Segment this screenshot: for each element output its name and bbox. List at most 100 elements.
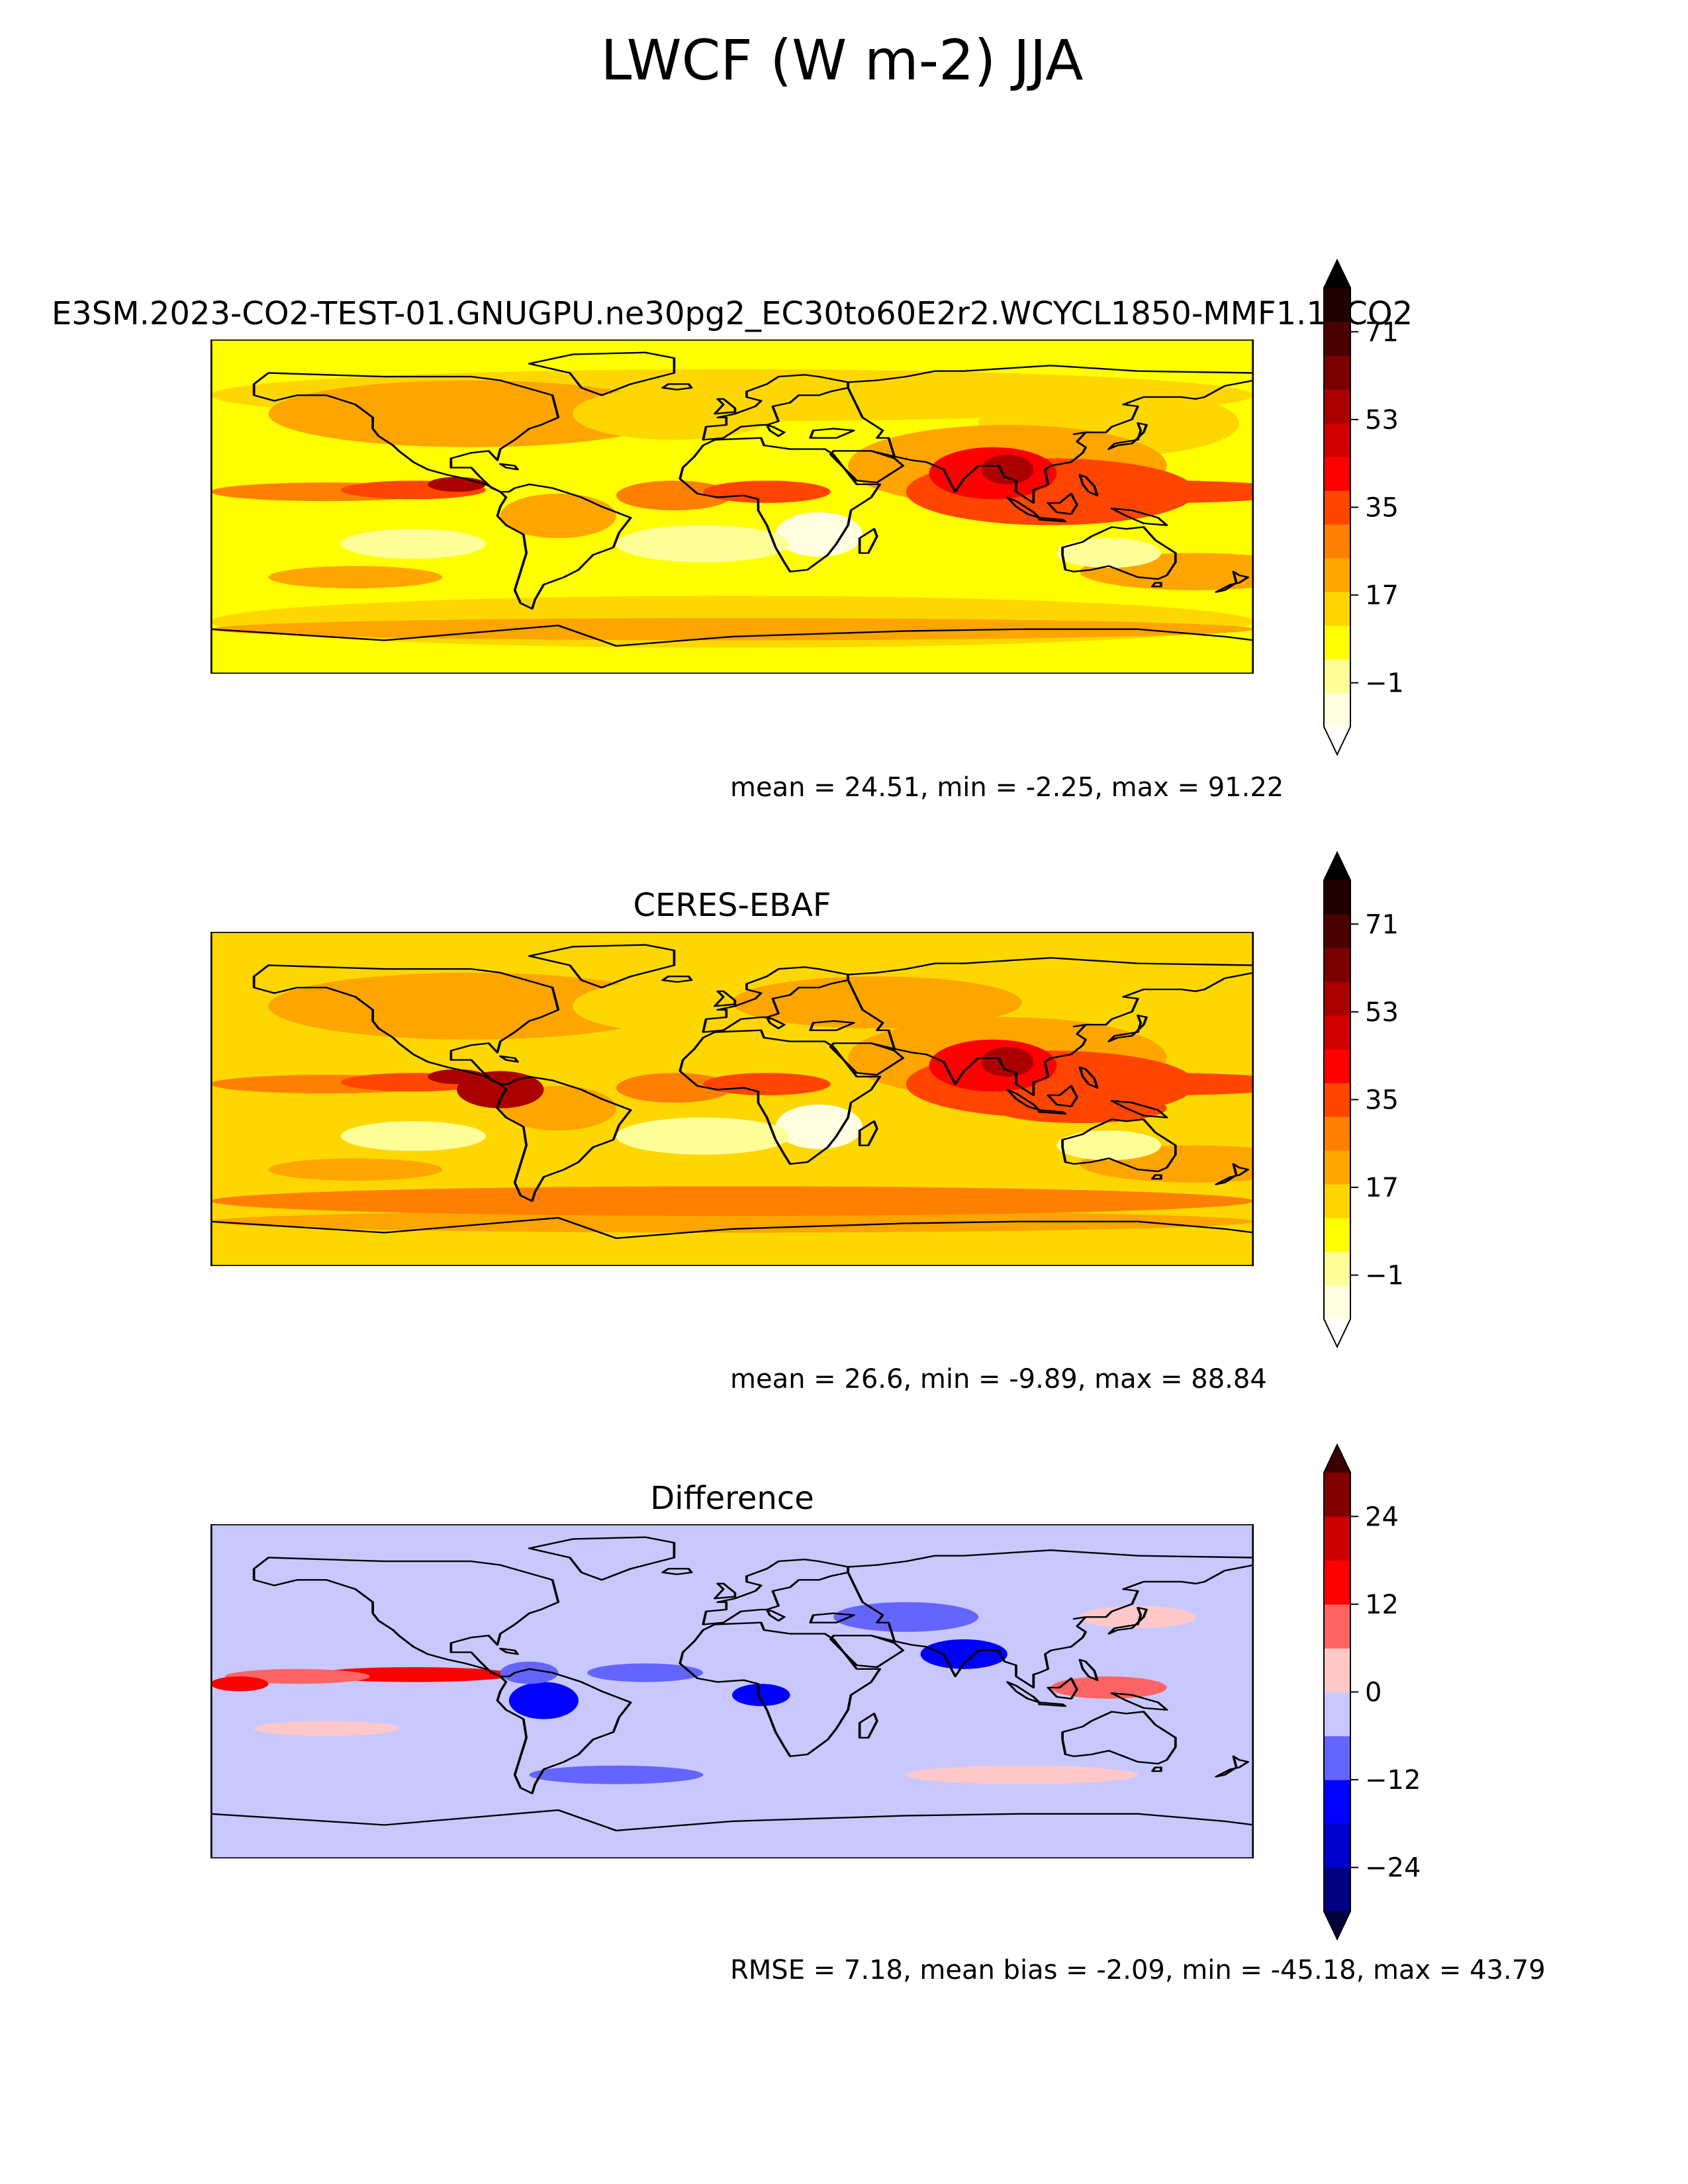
contour-fill-test: [211, 369, 1254, 648]
colorbar-test-tick-label: 35: [1365, 493, 1399, 523]
colorbar-difference-segment: [1324, 1648, 1350, 1693]
colorbar-difference-tick-label: 12: [1365, 1590, 1399, 1620]
panel-difference: Difference −24 −12 0 12 24 RMSE = 7.18, mean…: [211, 1443, 1546, 1985]
figure-title: LWCF (W m-2) JJA: [601, 28, 1084, 93]
contour-region: [703, 1073, 831, 1095]
contour-region: [981, 1046, 1034, 1077]
colorbar-test: −1 17 35 53 71: [1323, 258, 1404, 756]
colorbar-reference-segment: [1324, 880, 1350, 915]
colorbar-reference-tick-label: −1: [1365, 1261, 1404, 1291]
colorbar-difference-tick-label: −24: [1365, 1853, 1421, 1884]
colorbar-test-segment: [1324, 355, 1350, 390]
contour-region: [775, 512, 863, 557]
colorbar-reference-segment: [1324, 1285, 1350, 1320]
panel-difference-stats: RMSE = 7.18, mean bias = -2.09, min = -4…: [730, 1955, 1546, 1985]
colorbar-reference-tick-label: 53: [1365, 997, 1399, 1028]
contour-region: [616, 525, 790, 563]
colorbar-test-segment: [1324, 592, 1350, 626]
colorbar-reference-segment: [1324, 914, 1350, 948]
contour-region: [428, 477, 486, 492]
contour-region: [833, 1602, 979, 1632]
colorbar-test-segment: [1324, 389, 1350, 424]
contour-region: [732, 976, 1022, 1028]
colorbar-reference-segment: [1324, 948, 1350, 982]
contour-region: [268, 380, 675, 447]
panel-difference-title: Difference: [650, 1480, 814, 1517]
colorbar-test-segment: [1324, 693, 1350, 727]
map-difference: [211, 1524, 1254, 1858]
colorbar-reference-segment: [1324, 1015, 1350, 1050]
contour-region: [500, 1661, 559, 1684]
panel-test-stats: mean = 24.51, min = -2.25, max = 91.22: [730, 772, 1284, 803]
contour-region: [268, 1158, 443, 1181]
contour-fill-reference: [211, 961, 1254, 1240]
contour-region: [732, 1684, 790, 1706]
contour-region: [211, 1186, 1254, 1216]
contour-region: [616, 1073, 732, 1103]
contour-region: [587, 1663, 704, 1682]
colorbar-reference-segment: [1324, 1184, 1350, 1218]
contour-region: [573, 387, 776, 440]
colorbar-difference-segment: [1324, 1780, 1350, 1824]
colorbar-difference-segment: [1324, 1516, 1350, 1561]
contour-region: [529, 1765, 704, 1784]
colorbar-reference-tick-label: 71: [1365, 909, 1399, 940]
contour-region: [993, 1093, 1167, 1123]
colorbar-difference-segment: [1324, 1692, 1350, 1737]
contour-region: [1051, 1676, 1167, 1699]
colorbar-test-segment: [1324, 558, 1350, 592]
contour-fill-difference: [211, 1602, 1196, 1784]
colorbar-difference-segment: [1324, 1473, 1350, 1517]
colorbar-test-segment: [1324, 659, 1350, 694]
contour-region: [1036, 1073, 1254, 1095]
colorbar-test-segment: [1324, 524, 1350, 559]
colorbar-test-tick-label: −1: [1365, 668, 1404, 699]
colorbar-reference: −1 17 35 53 71: [1323, 850, 1404, 1349]
contour-region: [341, 1121, 486, 1152]
colorbar-reference-extend-min: [1324, 1319, 1350, 1347]
contour-region: [211, 1210, 1254, 1233]
colorbar-difference-segment: [1324, 1823, 1350, 1868]
contour-region: [775, 1104, 863, 1150]
contour-region: [1056, 1130, 1161, 1161]
colorbar-test-tick-label: 71: [1365, 317, 1399, 347]
contour-region: [268, 972, 675, 1040]
colorbar-difference-segment: [1324, 1560, 1350, 1605]
colorbar-test-segment: [1324, 288, 1350, 322]
contour-region: [508, 1682, 579, 1719]
contour-region: [906, 1765, 1138, 1784]
colorbar-reference-segment: [1324, 1083, 1350, 1117]
colorbar-reference-outline: [1323, 850, 1351, 1349]
colorbar-test-tick-label: 53: [1365, 405, 1399, 435]
contour-region: [254, 1721, 399, 1736]
colorbar-reference-segment: [1324, 981, 1350, 1016]
colorbar-difference-tick-label: 0: [1365, 1678, 1382, 1708]
colorbar-test-segment: [1324, 423, 1350, 457]
contour-region: [211, 1676, 269, 1692]
colorbar-test-segment: [1324, 322, 1350, 356]
colorbar-difference-extend-min: [1324, 1911, 1350, 1939]
colorbar-reference-extend-max: [1324, 852, 1350, 880]
map-reference: [211, 932, 1254, 1266]
colorbar-test-segment: [1324, 490, 1350, 525]
colorbar-reference-segment: [1324, 1218, 1350, 1252]
colorbar-test-extend-min: [1324, 727, 1350, 754]
colorbar-reference-segment: [1324, 1049, 1350, 1083]
contour-region: [616, 480, 732, 511]
colorbar-difference-segment: [1324, 1867, 1350, 1912]
colorbar-difference-tick-label: 24: [1365, 1502, 1399, 1532]
contour-region: [457, 1071, 544, 1109]
colorbar-difference: −24 −12 0 12 24: [1323, 1443, 1421, 1941]
map-test: [211, 340, 1254, 674]
colorbar-reference-tick-label: 17: [1365, 1173, 1399, 1203]
contour-region: [616, 1117, 790, 1155]
colorbar-test-segment: [1324, 625, 1350, 660]
contour-region: [703, 480, 831, 503]
colorbar-test-tick-label: 17: [1365, 580, 1399, 611]
contour-region: [1080, 1606, 1196, 1629]
contour-region: [1056, 538, 1161, 569]
colorbar-difference-extend-max: [1324, 1445, 1350, 1473]
colorbar-difference-tick-label: −12: [1365, 1765, 1421, 1796]
contour-region: [981, 454, 1034, 484]
